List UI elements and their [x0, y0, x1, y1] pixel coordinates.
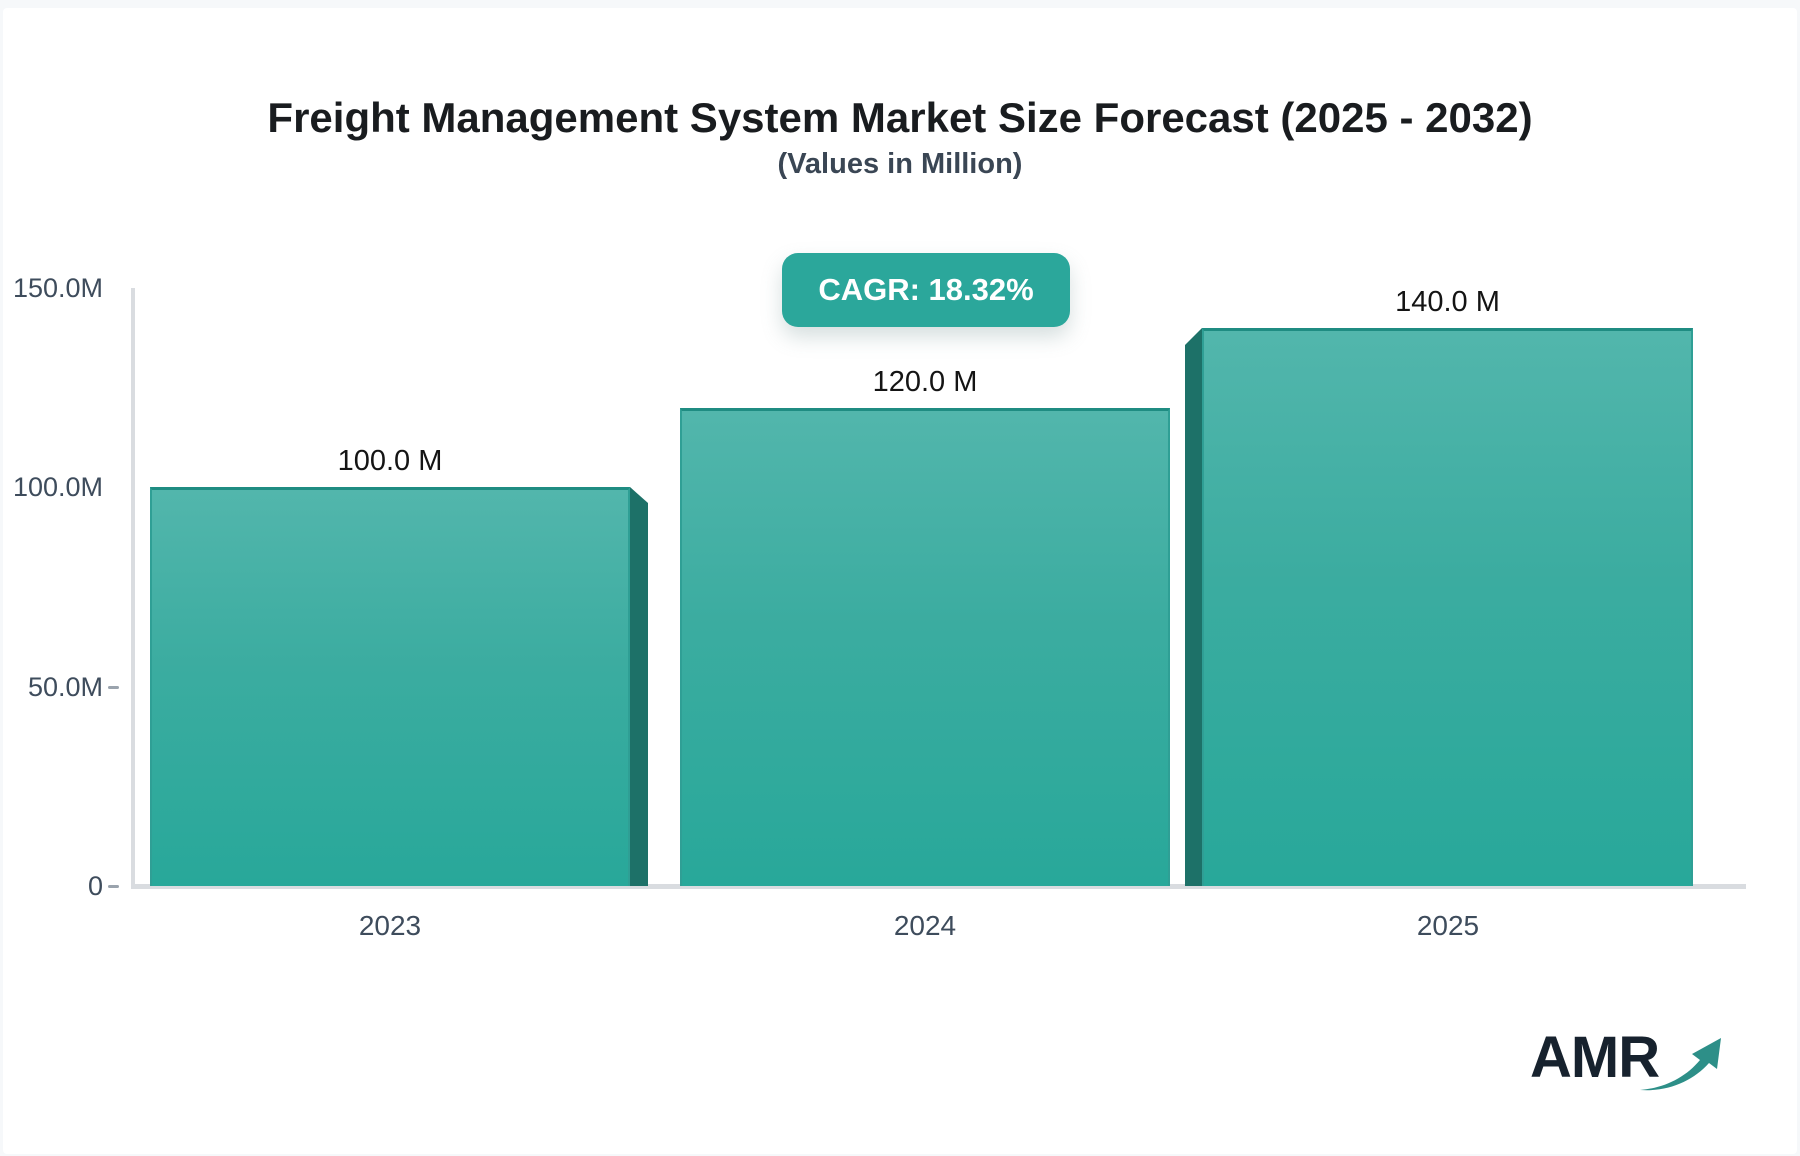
y-tick-mark-0	[108, 885, 119, 888]
bar-2025-bevel	[1185, 328, 1202, 886]
cagr-badge: CAGR: 18.32%	[782, 253, 1070, 327]
y-tick-mark-50	[108, 685, 119, 689]
bar-2024-value-label: 120.0 M	[872, 366, 978, 398]
bar-2023-value-label: 100.0 M	[337, 445, 443, 477]
y-tick-label-150: 150.0M	[12, 273, 103, 303]
x-axis-label-2025: 2025	[1416, 910, 1480, 941]
growth-arrow-icon	[1640, 1038, 1721, 1091]
y-tick-label-50: 50.0M	[27, 671, 103, 702]
chart-title: Freight Management System Market Size Fo…	[267, 94, 1533, 141]
bar-2023	[150, 487, 630, 886]
x-axis-label-2024: 2024	[893, 910, 957, 941]
x-axis-label-2023: 2023	[358, 910, 422, 941]
bar-2025	[1202, 328, 1693, 886]
amr-logo: AMR	[1530, 1024, 1730, 1104]
chart-subtitle: (Values in Million)	[777, 148, 1023, 180]
bar-2025-value-label: 140.0 M	[1395, 286, 1500, 318]
bar-2024	[680, 408, 1170, 886]
y-tick-label-100: 100.0M	[12, 472, 103, 503]
amr-logo-text: AMR	[1530, 1025, 1660, 1090]
chart-card: Freight Management System Market Size Fo…	[3, 8, 1797, 1154]
x-axis-baseline	[131, 884, 1746, 889]
y-tick-label-0: 0	[87, 871, 103, 901]
bar-2023-bevel	[630, 487, 648, 886]
y-axis-line	[131, 288, 135, 889]
